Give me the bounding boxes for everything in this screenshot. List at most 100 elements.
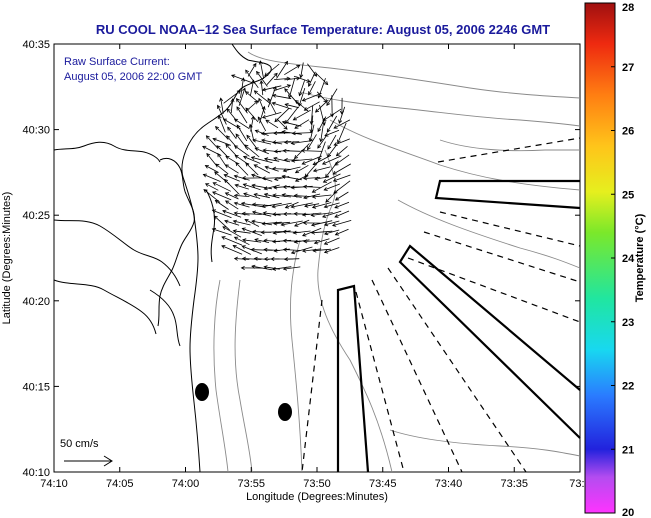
current-arrow-head [235, 133, 240, 138]
current-arrow-head [272, 86, 277, 91]
current-arrow [233, 220, 251, 226]
current-arrow [282, 131, 302, 135]
current-arrow [303, 240, 321, 242]
current-arrow-head [335, 152, 340, 157]
current-arrow [324, 202, 340, 208]
current-arrow-head [234, 154, 239, 159]
current-arrow [264, 184, 280, 190]
solid-boundaries [336, 179, 581, 473]
current-arrow-head [205, 135, 210, 140]
current-arrow-head [233, 256, 238, 261]
current-arrow [250, 80, 254, 96]
current-arrow [291, 158, 313, 162]
current-arrow-head [245, 162, 250, 167]
current-arrow [312, 194, 332, 198]
current-arrow [322, 108, 342, 122]
current-arrow [217, 153, 227, 167]
current-arrow [283, 249, 301, 251]
current-arrow [227, 126, 237, 140]
current-arrow [284, 258, 300, 260]
current-arrow-head [296, 64, 301, 69]
current-arrow-head [252, 62, 257, 68]
current-arrow-head [253, 164, 258, 169]
current-arrow [262, 112, 282, 118]
current-arrow [273, 230, 291, 234]
current-arrow [326, 115, 338, 133]
current-arrow [254, 193, 270, 199]
x-tick-label: 74:00 [172, 478, 200, 490]
current-arrow-head [332, 178, 338, 182]
current-arrow-head [284, 103, 289, 107]
current-arrow [337, 122, 347, 144]
current-arrow-head [271, 93, 277, 98]
current-arrow [235, 184, 249, 190]
annotation-line-2: August 05, 2006 22:00 GMT [64, 71, 202, 83]
current-arrow-head [294, 154, 299, 160]
current-arrow-head [253, 192, 258, 197]
current-arrow [246, 100, 258, 112]
current-arrow [294, 119, 310, 129]
current-arrow-head [323, 249, 329, 254]
current-arrow [304, 203, 320, 207]
current-arrow [334, 138, 350, 146]
current-arrow-head [332, 170, 337, 175]
current-arrow-head [232, 219, 238, 224]
current-arrow-head [262, 148, 267, 153]
current-arrow [299, 80, 305, 96]
current-arrow-head [260, 131, 265, 136]
current-arrow-head [222, 209, 227, 214]
current-arrow-head [272, 239, 277, 244]
current-arrow-head [281, 174, 286, 179]
current-arrow [242, 258, 262, 260]
current-arrow [272, 266, 292, 270]
current-arrow [251, 265, 273, 271]
current-arrow-head [250, 115, 255, 120]
current-arrow [272, 102, 292, 110]
current-arrow [216, 145, 228, 157]
current-arrow-head [271, 266, 277, 271]
current-arrow [333, 119, 351, 129]
current-arrow-head [233, 145, 239, 150]
current-arrow-head [257, 116, 262, 121]
current-arrow [324, 247, 340, 253]
current-arrow-head [234, 183, 239, 188]
current-arrow [282, 121, 302, 127]
current-arrow [244, 144, 260, 158]
current-arrow [262, 221, 282, 225]
current-arrow [245, 91, 259, 103]
current-arrow [327, 145, 337, 157]
current-arrow-head [221, 245, 226, 249]
current-arrow [314, 238, 330, 244]
current-arrow [293, 75, 311, 83]
current-arrow [212, 138, 232, 146]
current-arrow-head [294, 178, 300, 182]
current-arrow-head [212, 182, 217, 186]
current-arrow [262, 202, 282, 208]
current-arrow [233, 245, 251, 255]
current-arrow-head [338, 119, 343, 124]
x-tick-label: 74:05 [106, 478, 134, 490]
current-arrow-head [306, 78, 311, 83]
y-axis-ticks: 40:35 40:30 40:25 40:20 40:15 40:10 [22, 39, 580, 479]
current-arrow [272, 141, 292, 143]
current-arrow [282, 175, 302, 181]
current-arrow [262, 85, 282, 91]
current-arrow-head [242, 238, 247, 243]
scale-label: 50 cm/s [60, 438, 99, 450]
current-arrow-head [333, 189, 338, 194]
current-arrow-head [251, 79, 255, 84]
current-arrow [324, 237, 340, 245]
current-arrow-head [240, 265, 245, 270]
current-arrow [245, 69, 259, 89]
current-arrow [283, 240, 301, 242]
current-arrow [225, 200, 239, 210]
current-arrow [265, 119, 279, 129]
current-arrow-head [332, 222, 337, 227]
current-arrow-head [233, 118, 239, 123]
current-arrow-head [225, 143, 230, 148]
current-arrow [284, 88, 300, 106]
current-arrow-head [263, 186, 268, 191]
current-arrow-head [322, 214, 327, 218]
current-arrow-head [264, 165, 269, 170]
current-arrow-head [324, 231, 329, 236]
